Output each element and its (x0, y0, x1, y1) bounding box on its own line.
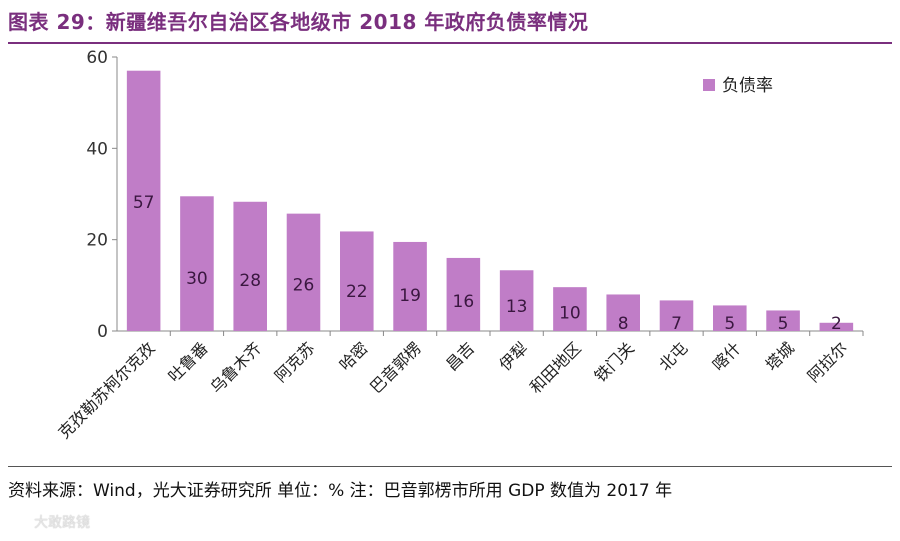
data-label: 26 (293, 275, 315, 295)
data-label: 2 (831, 314, 842, 334)
x-category-label: 昌吉 (442, 338, 478, 374)
bar (233, 201, 267, 331)
legend-swatch (703, 79, 715, 91)
data-label: 13 (506, 297, 528, 317)
bar (340, 231, 374, 331)
data-label: 57 (133, 193, 155, 213)
data-label: 28 (239, 271, 261, 291)
bar (286, 213, 321, 331)
bar (606, 294, 640, 331)
x-category-label: 吐鲁番 (164, 338, 211, 385)
x-category-label: 阿拉尔 (804, 338, 851, 385)
bar (553, 287, 587, 331)
data-label: 7 (671, 314, 682, 334)
watermark-logo: 大敢路镜 (34, 515, 90, 531)
x-category-label: 北屯 (655, 338, 691, 374)
bar (499, 270, 534, 331)
data-label: 19 (399, 286, 421, 306)
data-label: 22 (346, 282, 368, 302)
y-tick-label: 0 (97, 322, 108, 342)
title-divider (8, 42, 892, 44)
data-label: 8 (618, 314, 629, 334)
source-note: 资料来源：Wind，光大证券研究所 单位：% 注：巴音郭楞市所用 GDP 数值为… (8, 481, 673, 501)
y-tick-label: 40 (86, 139, 108, 159)
x-category-label: 巴音郭楞 (366, 338, 425, 397)
data-label: 5 (778, 314, 789, 334)
bar (659, 300, 694, 331)
x-category-label: 乌鲁木齐 (206, 338, 265, 397)
chart-title: 图表 29：新疆维吾尔自治区各地级市 2018 年政府负债率情况 (8, 10, 589, 34)
x-category-label: 哈密 (336, 338, 372, 374)
bar (713, 305, 747, 331)
bar-chart: 020406057克孜勒苏柯尔克孜30吐鲁番28乌鲁木齐26阿克苏22哈密19巴… (55, 48, 864, 442)
bar (766, 310, 800, 331)
bar (180, 196, 214, 331)
data-label: 5 (724, 314, 735, 334)
bar (446, 257, 481, 331)
bar (126, 70, 161, 331)
y-tick-label: 20 (86, 231, 108, 251)
x-category-label: 克孜勒苏柯尔克孜 (55, 338, 159, 442)
bar (393, 241, 427, 331)
data-label: 16 (453, 292, 475, 312)
data-label: 30 (186, 269, 208, 289)
x-category-label: 塔城 (762, 338, 798, 374)
x-category-label: 和田地区 (526, 338, 585, 397)
y-tick-label: 60 (86, 48, 108, 68)
legend-label: 负债率 (722, 76, 773, 96)
x-category-label: 伊犁 (495, 338, 531, 374)
x-category-label: 铁门关 (591, 338, 638, 385)
bar (819, 322, 854, 331)
x-category-label: 喀什 (709, 338, 745, 374)
footer-divider (8, 466, 892, 467)
data-label: 10 (559, 303, 581, 323)
x-category-label: 阿克苏 (271, 338, 318, 385)
